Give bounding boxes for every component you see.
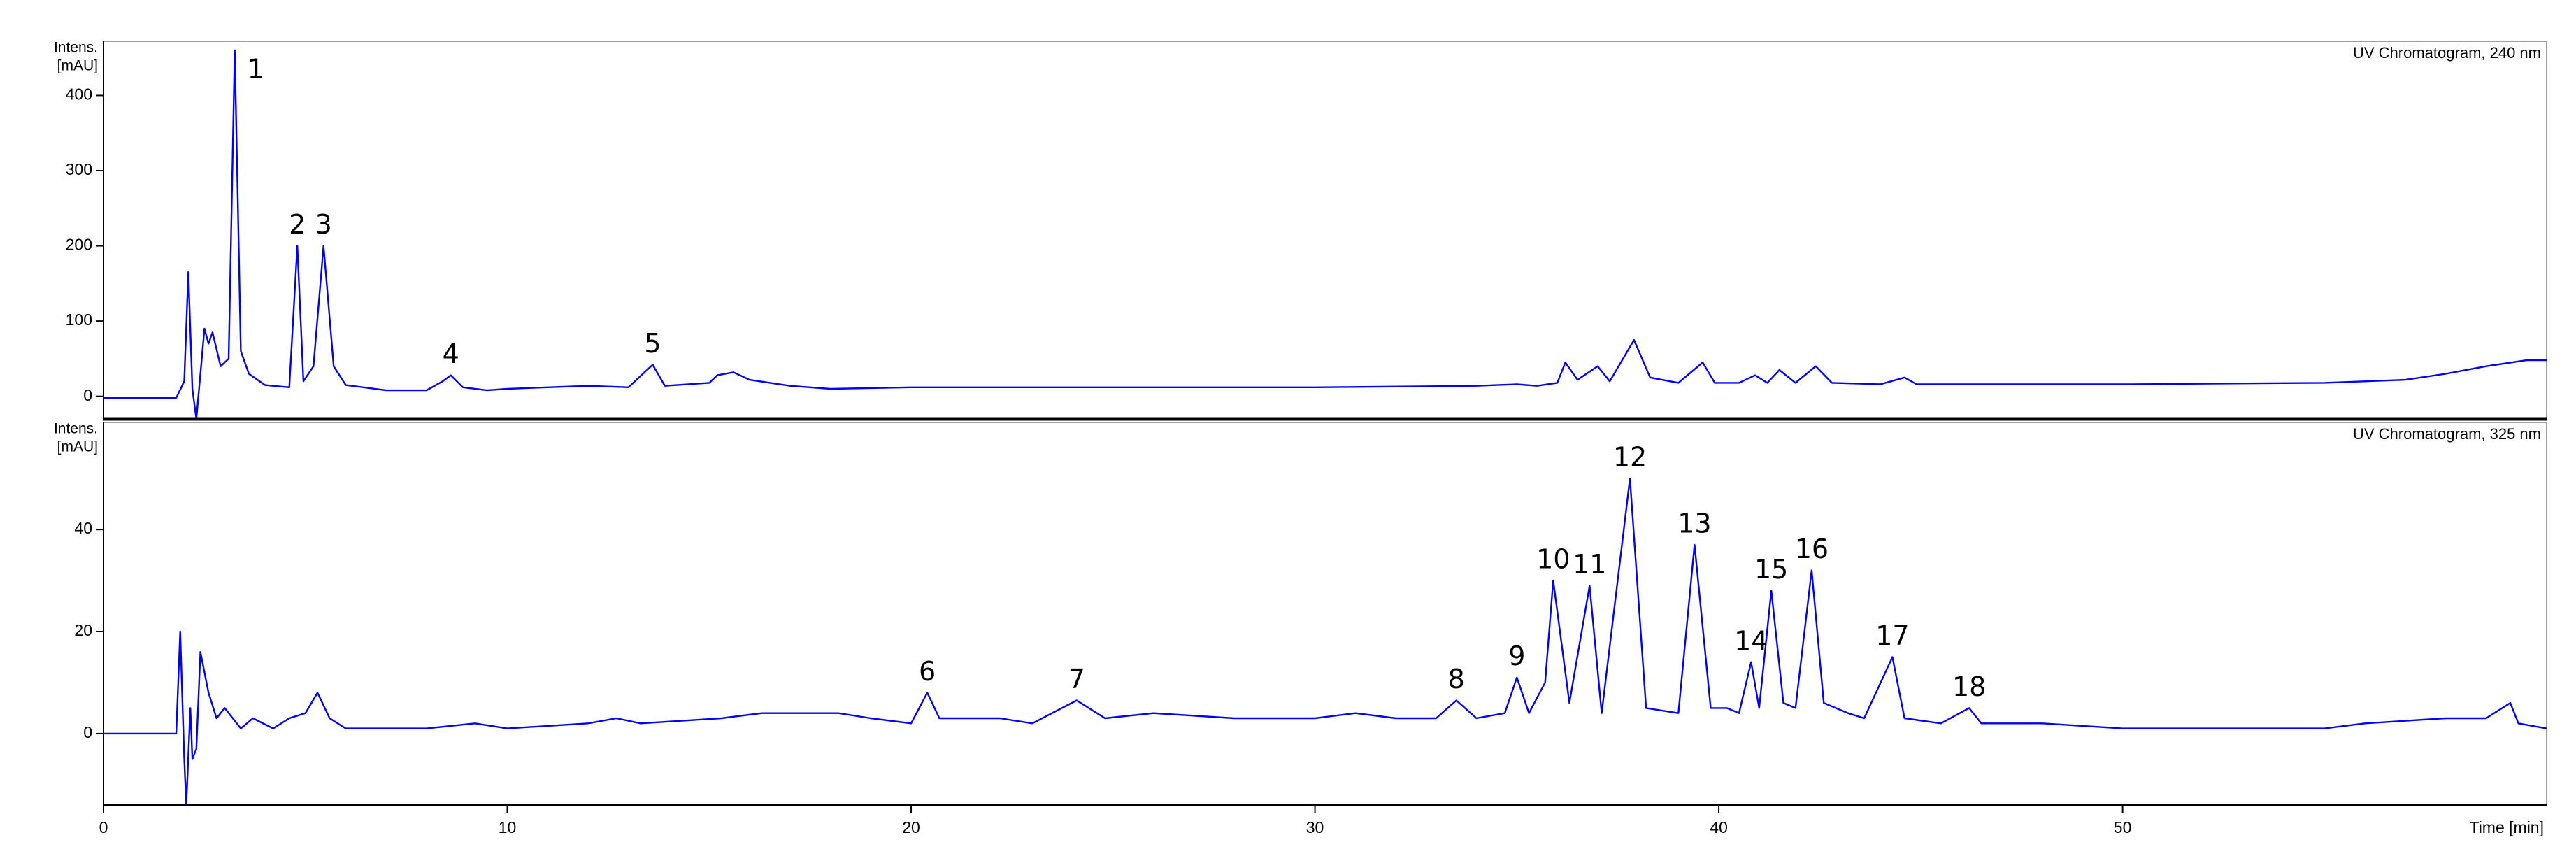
peak-label: 14 [1734, 625, 1768, 656]
peak-label: 1 [248, 54, 264, 85]
trace [103, 49, 2547, 419]
peak-label: 5 [644, 328, 661, 359]
peak-label: 15 [1754, 554, 1788, 585]
y-axis-label: [mAU] [57, 439, 98, 455]
peak-label: 17 [1875, 620, 1909, 651]
peak-label: 13 [1677, 508, 1711, 539]
peak-label: 9 [1508, 641, 1525, 671]
peak-label: 18 [1952, 671, 1986, 702]
plot-frame [103, 41, 2547, 420]
y-axis-label: Intens. [54, 40, 98, 56]
peak-label: 11 [1573, 549, 1606, 580]
x-tick-label: 30 [1306, 818, 1324, 836]
peak-label: 16 [1795, 534, 1829, 564]
peak-label: 3 [315, 209, 332, 240]
y-tick-label: 300 [66, 160, 92, 178]
x-tick-label: 10 [499, 818, 517, 836]
peak-label: 4 [443, 338, 459, 369]
y-tick-label: 0 [83, 723, 92, 741]
x-tick-label: 20 [902, 818, 920, 836]
y-tick-label: 100 [66, 311, 92, 329]
peak-label: 12 [1613, 442, 1647, 473]
peak-label: 8 [1448, 664, 1465, 694]
plot-frame [103, 422, 2547, 806]
y-tick-label: 400 [66, 85, 92, 104]
y-tick-label: 200 [66, 236, 92, 254]
trace-name: UV Chromatogram, 240 nm [2353, 44, 2541, 62]
trace [103, 478, 2547, 805]
x-tick-label: 0 [99, 818, 108, 836]
x-tick-label: 50 [2114, 818, 2132, 836]
trace-name: UV Chromatogram, 325 nm [2353, 425, 2541, 443]
peak-label: 7 [1068, 664, 1085, 694]
x-tick-label: 40 [1710, 818, 1728, 836]
y-axis-label: Intens. [54, 421, 98, 437]
y-tick-label: 20 [74, 621, 92, 639]
peak-label: 10 [1536, 544, 1570, 575]
peak-label: 6 [919, 656, 936, 687]
y-tick-label: 0 [83, 386, 92, 404]
x-axis-label: Time [min] [2470, 818, 2545, 836]
y-axis-label: [mAU] [57, 58, 98, 74]
y-tick-label: 40 [74, 519, 92, 537]
peak-label: 2 [289, 209, 306, 240]
